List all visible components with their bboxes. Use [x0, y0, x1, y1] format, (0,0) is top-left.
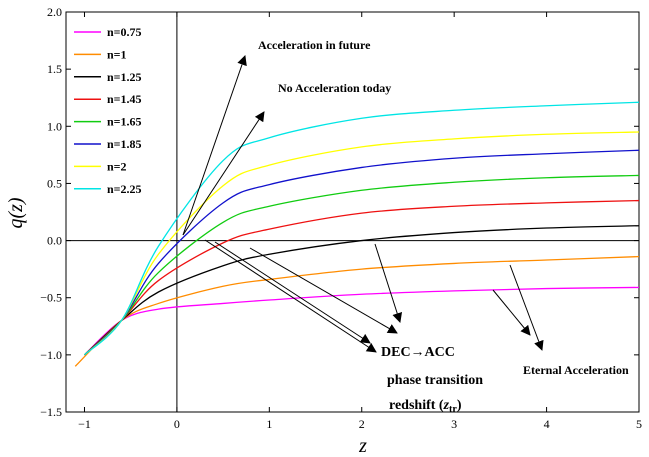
- y-tick-label: −1.5: [40, 405, 62, 419]
- legend-label: n=2.25: [107, 182, 142, 196]
- arrow-dec-acc-4: [374, 243, 403, 323]
- arrow-dec-acc-3: [249, 247, 398, 334]
- zero-axes: [66, 12, 639, 412]
- x-tick-label: 1: [266, 417, 272, 431]
- annotation-dec-acc: DEC→ACC: [381, 345, 455, 360]
- annotation-eternal: Eternal Acceleration: [523, 363, 629, 377]
- legend-label: n=1.85: [107, 137, 142, 151]
- x-axis-title: z: [358, 435, 367, 457]
- close-paren: ): [457, 398, 462, 413]
- series-group: [74, 101, 640, 367]
- legend-label: n=1.45: [107, 92, 142, 106]
- y-tick-label: 0.5: [47, 176, 62, 190]
- legend-label: n=1: [107, 47, 127, 61]
- arrow-eternal-2: [509, 264, 544, 351]
- series-line-n=1.65: [84, 174, 640, 356]
- y-tick-label: 1.0: [47, 119, 62, 133]
- annotation-future: Acceleration in future: [258, 38, 371, 52]
- annotation-no-today: No Acceleration today: [278, 81, 391, 95]
- series-line-n=2: [84, 131, 640, 356]
- x-tick-label: 3: [451, 417, 457, 431]
- legend-label: n=1.65: [107, 115, 142, 129]
- y-tick-label: 0.0: [47, 234, 62, 248]
- y-tick-label: 1.5: [47, 62, 62, 76]
- series-line-n=1.45: [84, 199, 640, 356]
- annotation-phase: phase transition: [387, 373, 483, 388]
- x-tick-label: 0: [174, 417, 180, 431]
- z-subscript: tr: [449, 404, 457, 415]
- arrow-dec-acc-2: [214, 241, 371, 344]
- plot-frame: [65, 11, 640, 413]
- arrow-future: [182, 55, 247, 236]
- legend-label: n=2: [107, 159, 127, 173]
- x-tick-label: 2: [359, 417, 365, 431]
- legend-label: n=1.25: [107, 70, 142, 84]
- ticks: −1 0 1 2 3 4 5 −1.5 −1.0 −0.5 0.0 0.5 1.0 1.5 2.0: [40, 5, 642, 431]
- series-line-n=1.85: [84, 149, 640, 356]
- legend-label: n=0.75: [107, 25, 142, 39]
- series-line-n=1: [74, 255, 640, 367]
- series-line-n=1.25: [84, 225, 640, 356]
- x-tick-label: −1: [78, 417, 91, 431]
- x-tick-label: 5: [636, 417, 642, 431]
- annotation-arrows: [182, 55, 544, 353]
- y-tick-label: 2.0: [47, 5, 62, 19]
- arrow-dec-acc-1: [204, 239, 377, 353]
- y-tick-label: −0.5: [40, 291, 62, 305]
- y-axis-title: q(z): [5, 197, 27, 228]
- legend: n=0.75 n=1 n=1.25 n=1.45 n=1.65 n=1.85 n=2 n=2.…: [74, 25, 142, 196]
- x-tick-label: 4: [544, 417, 550, 431]
- series-line-n=2.25: [84, 101, 640, 356]
- arrow-eternal-1: [492, 289, 531, 336]
- arrow-no-today: [182, 111, 265, 236]
- redshift-label: redshift (: [389, 398, 444, 413]
- series-line-n=0.75: [84, 286, 640, 356]
- y-tick-label: −1.0: [40, 348, 62, 362]
- annotation-redshift: redshift (ztr): [389, 398, 462, 415]
- z-symbol: z: [443, 398, 450, 413]
